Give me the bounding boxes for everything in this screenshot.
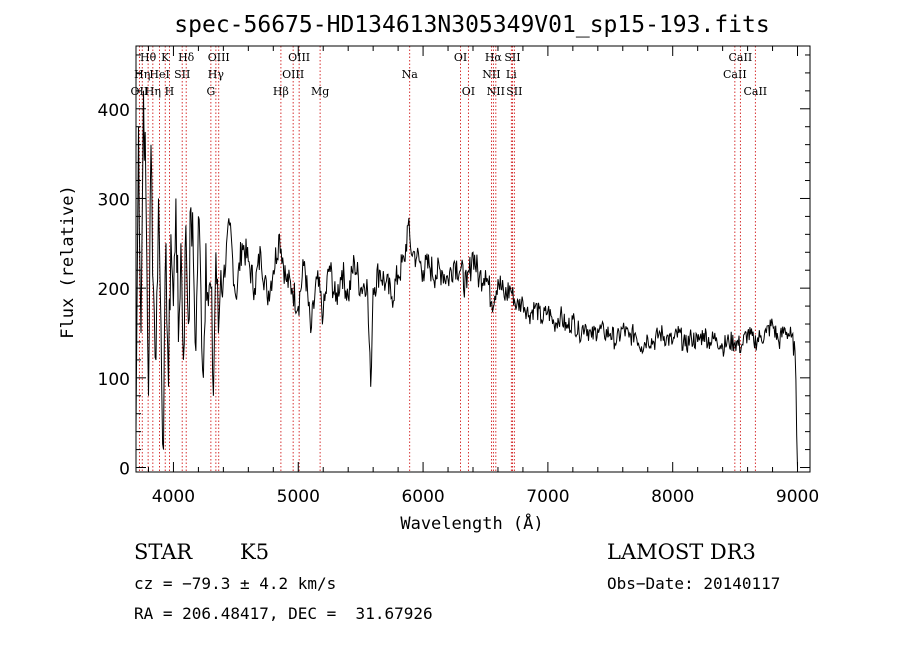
- y-tick-label: 400: [98, 101, 130, 121]
- object-class: STAR: [134, 540, 193, 564]
- line-marker-label: SII: [174, 68, 190, 81]
- line-marker-label: CaII: [723, 68, 747, 81]
- line-marker-label: H: [165, 85, 175, 98]
- x-tick-label: 9000: [776, 487, 819, 507]
- line-marker-label: HeI: [149, 68, 169, 81]
- obs-date: Obs−Date: 20140117: [607, 574, 781, 593]
- line-marker-label: Hθ: [140, 51, 157, 64]
- line-marker-label: Na: [402, 68, 419, 81]
- line-marker-label: Li: [506, 68, 517, 81]
- line-marker-label: Hη: [145, 85, 161, 98]
- x-axis-label: Wavelength (Å): [400, 512, 543, 534]
- line-marker-label: OI: [454, 51, 467, 64]
- line-marker-label: Hγ: [208, 68, 225, 81]
- y-axis-label: Flux (relative): [58, 185, 78, 339]
- line-marker-label: Hα: [485, 51, 503, 64]
- line-marker-label: OI: [462, 85, 475, 98]
- x-tick-label: 5000: [277, 487, 320, 507]
- redshift-cz: cz = −79.3 ± 4.2 km/s: [134, 574, 337, 593]
- ra-dec: RA = 206.48417, DEC = 31.67926: [134, 604, 433, 623]
- line-marker-label: G: [206, 85, 215, 98]
- line-marker-label: CaII: [743, 85, 767, 98]
- x-tick-label: 8000: [651, 487, 694, 507]
- survey-name: LAMOST DR3: [607, 540, 756, 564]
- line-label-group: OIIHηHθHηHeIKHSIIHδGHγOIIIHβOIIIOIIIMgNa…: [131, 51, 768, 98]
- line-marker-label: CaII: [729, 51, 753, 64]
- x-tick-label: 4000: [152, 487, 195, 507]
- line-marker-label: OIII: [288, 51, 310, 64]
- line-marker-label: Hη: [134, 68, 150, 81]
- line-marker-label: NII: [487, 85, 505, 98]
- x-tick-label: 7000: [526, 487, 569, 507]
- y-tick-label: 100: [98, 370, 130, 390]
- line-marker-label: OIII: [208, 51, 230, 64]
- line-marker-group: [138, 46, 756, 472]
- line-marker-label: Hβ: [273, 85, 289, 98]
- y-tick-label: 300: [98, 190, 130, 210]
- line-marker-label: Hδ: [178, 51, 195, 64]
- line-marker-label: SII: [506, 85, 522, 98]
- x-tick-label: 6000: [401, 487, 444, 507]
- line-marker-label: NII: [482, 68, 500, 81]
- y-tick-label: 200: [98, 280, 130, 300]
- object-subclass: K5: [240, 540, 270, 564]
- line-marker-label: K: [161, 51, 170, 64]
- y-axis: 0 100 200 300 400: [98, 54, 810, 480]
- line-marker-label: OIII: [282, 68, 304, 81]
- y-tick-label: 0: [119, 460, 130, 480]
- line-marker-label: Mg: [311, 85, 329, 98]
- spectrum-line: [135, 90, 798, 468]
- x-axis: 4000 5000 6000 7000 8000 9000: [147, 46, 819, 507]
- chart-title: spec-56675-HD134613N305349V01_sp15-193.f…: [174, 12, 769, 38]
- line-marker-label: SII: [504, 51, 520, 64]
